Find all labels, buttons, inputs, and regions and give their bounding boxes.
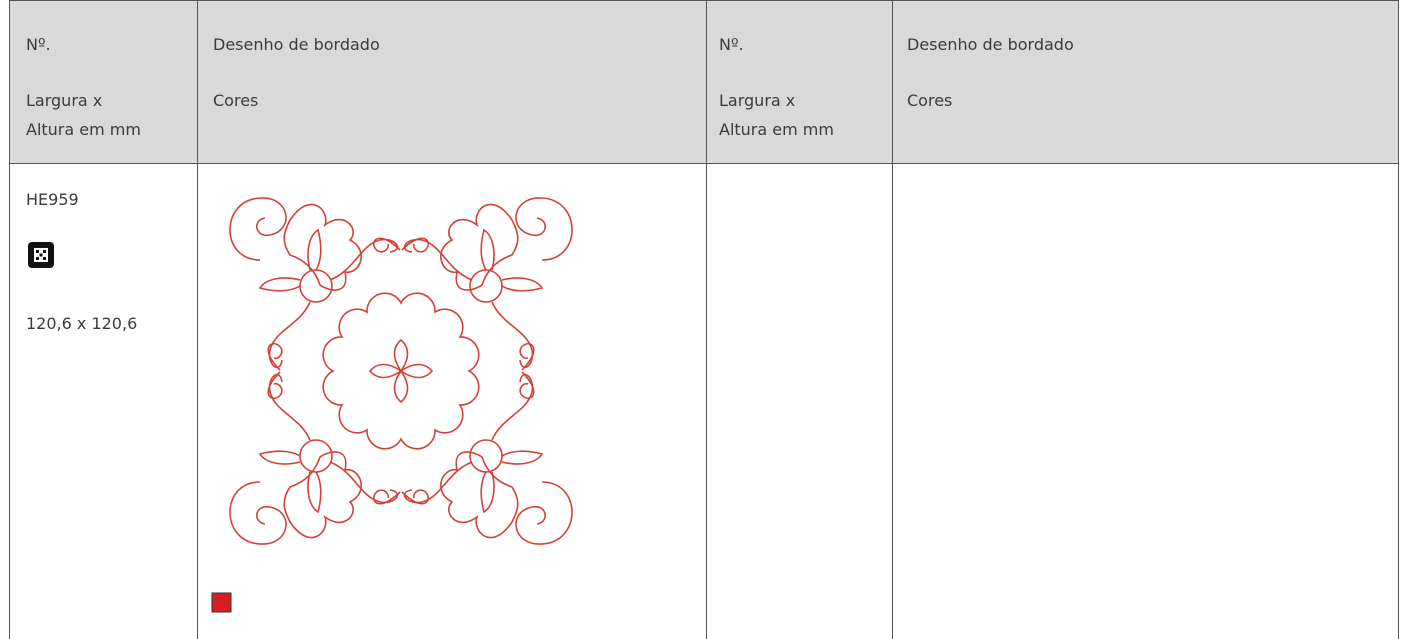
design-size: 120,6 x 120,6 [26, 314, 138, 333]
header-design: Desenho de bordado [907, 35, 1074, 54]
header-colors: Cores [213, 91, 259, 110]
scallop [322, 292, 480, 450]
embroidery-design [229, 197, 573, 545]
design-icon [28, 242, 54, 268]
header-size: Largura x [26, 91, 103, 110]
header-row [9, 0, 1399, 164]
table-edge [9, 0, 1399, 639]
header-colors: Cores [907, 91, 953, 110]
header-size: Altura em mm [719, 120, 834, 139]
header-number: Nº. [719, 35, 744, 54]
design-number: HE959 [26, 190, 79, 209]
color-swatch [211, 592, 232, 613]
header-size: Altura em mm [26, 120, 141, 139]
header-design: Desenho de bordado [213, 35, 380, 54]
header-size: Largura x [719, 91, 796, 110]
header-number: Nº. [26, 35, 51, 54]
